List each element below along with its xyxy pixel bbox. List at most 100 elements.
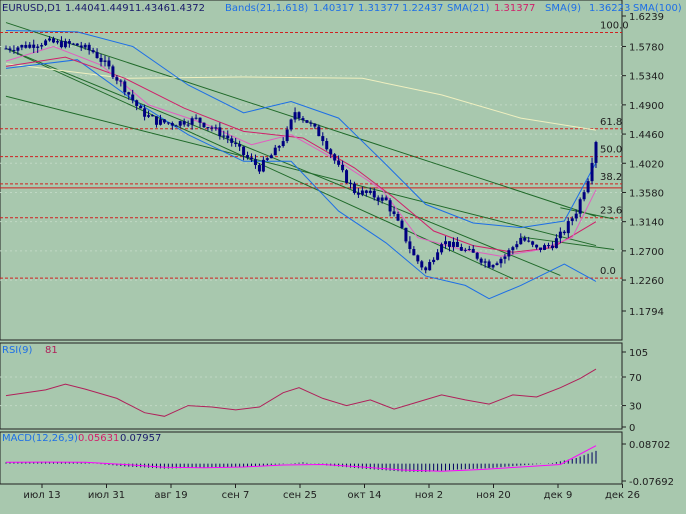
candle-body [424, 267, 428, 271]
time-tick-label: дек 26 [605, 490, 640, 501]
trend-line [5, 22, 597, 217]
candle-body [297, 112, 301, 119]
candle-body [305, 120, 309, 123]
header-high: 1.4491 [100, 3, 135, 14]
candle-body [174, 125, 178, 127]
candle-body [301, 118, 305, 121]
candle-body [20, 44, 24, 48]
macd-value-main: 0.05631 [78, 433, 119, 444]
price-tick-label: 1.3580 [629, 188, 664, 199]
candle-body [491, 264, 495, 268]
fibonacci-levels[interactable]: 100.0 61.8 50.0 38.2 23.6 0.0 [0, 21, 629, 279]
candle-body [257, 165, 261, 172]
candle-body [570, 218, 574, 222]
candle-body [40, 45, 44, 47]
rsi-panel[interactable]: 105 70 30 0 RSI(9) 81 [0, 342, 648, 434]
candle-body [289, 119, 293, 130]
candle-body [562, 231, 566, 234]
header-sma9-value: 1.36223 [589, 3, 630, 14]
candle-body [578, 199, 582, 214]
time-tick-label: июл 13 [23, 490, 60, 501]
candle-body [420, 261, 424, 268]
candle-body [55, 41, 59, 43]
fib-level-label: 50.0 [600, 145, 622, 156]
candle-body [345, 170, 349, 183]
candle-body [451, 241, 455, 247]
candle-body [467, 248, 471, 250]
candle-body [384, 197, 388, 201]
rsi-panel-frame [0, 342, 623, 430]
candle-body [360, 190, 364, 195]
candle-body [380, 197, 384, 201]
macd-axis: 0.08702 -0.07692 [622, 440, 674, 488]
macd-signal-line [5, 445, 597, 472]
candle-body [436, 252, 440, 260]
candle-body [206, 127, 210, 129]
fib-level-label: 100.0 [600, 21, 629, 32]
candle-body [566, 221, 570, 234]
time-tick-label: дек 9 [544, 490, 573, 501]
price-tick-label: 1.5780 [629, 42, 664, 53]
candle-body [440, 244, 444, 253]
candle-body [277, 146, 281, 148]
header-sma21-label: SMA(21) [447, 3, 489, 14]
candle-body [48, 38, 52, 41]
candle-body [170, 123, 174, 126]
candle-body [214, 127, 218, 129]
candle-body [246, 155, 250, 158]
candle-body [594, 142, 598, 163]
candle-body [250, 157, 254, 160]
candle-body [293, 112, 297, 120]
candle-body [222, 135, 226, 137]
candles-layer[interactable] [4, 36, 598, 274]
candle-body [151, 115, 155, 117]
candle-body [333, 154, 337, 161]
price-tick-label: 1.6239 [629, 12, 664, 23]
candle-body [396, 214, 400, 221]
candle-body [590, 162, 594, 182]
rsi-tick-label: 0 [629, 423, 635, 434]
candle-body [281, 141, 285, 147]
header-symbol: EURUSD,D1 [2, 3, 61, 14]
candle-body [83, 44, 87, 48]
candle-body [154, 116, 158, 125]
rsi-value: 81 [45, 345, 58, 356]
candle-body [242, 146, 246, 156]
rsi-tick-label: 70 [629, 373, 642, 384]
candle-body [412, 248, 416, 256]
candle-body [63, 41, 67, 48]
header-open: 1.4404 [65, 3, 100, 14]
candle-body [135, 100, 139, 106]
candle-body [459, 246, 463, 251]
candle-body [158, 119, 162, 125]
candle-body [8, 48, 12, 50]
candle-body [400, 220, 404, 228]
macd-signal-series [5, 445, 597, 472]
header-bands-lower: 1.22437 [402, 3, 443, 14]
candle-body [392, 211, 396, 215]
candle-body [87, 44, 91, 51]
candle-body [356, 192, 360, 195]
rsi-label: RSI(9) [2, 345, 33, 356]
candle-body [198, 117, 202, 123]
price-panel[interactable]: 100.0 61.8 50.0 38.2 23.6 0.0 1.6239 1.5780 1.5… [0, 0, 664, 341]
candle-body [127, 92, 131, 95]
candle-body [499, 258, 503, 264]
candle-body [162, 119, 166, 123]
candle-body [479, 258, 483, 263]
candle-body [309, 122, 313, 124]
candle-body [32, 44, 36, 48]
candle-body [107, 60, 111, 67]
candle-body [147, 115, 151, 117]
time-tick-label: июл 31 [88, 490, 125, 501]
macd-panel[interactable]: 0.08702 -0.07692 MACD(12,26,9) 0.05631 0.… [0, 431, 674, 488]
candle-body [546, 245, 550, 247]
candle-body [178, 121, 182, 126]
candle-body [558, 231, 562, 239]
candle-body [475, 252, 479, 259]
candle-body [554, 238, 558, 249]
rsi-series-line [5, 368, 597, 417]
candle-body [527, 240, 531, 242]
